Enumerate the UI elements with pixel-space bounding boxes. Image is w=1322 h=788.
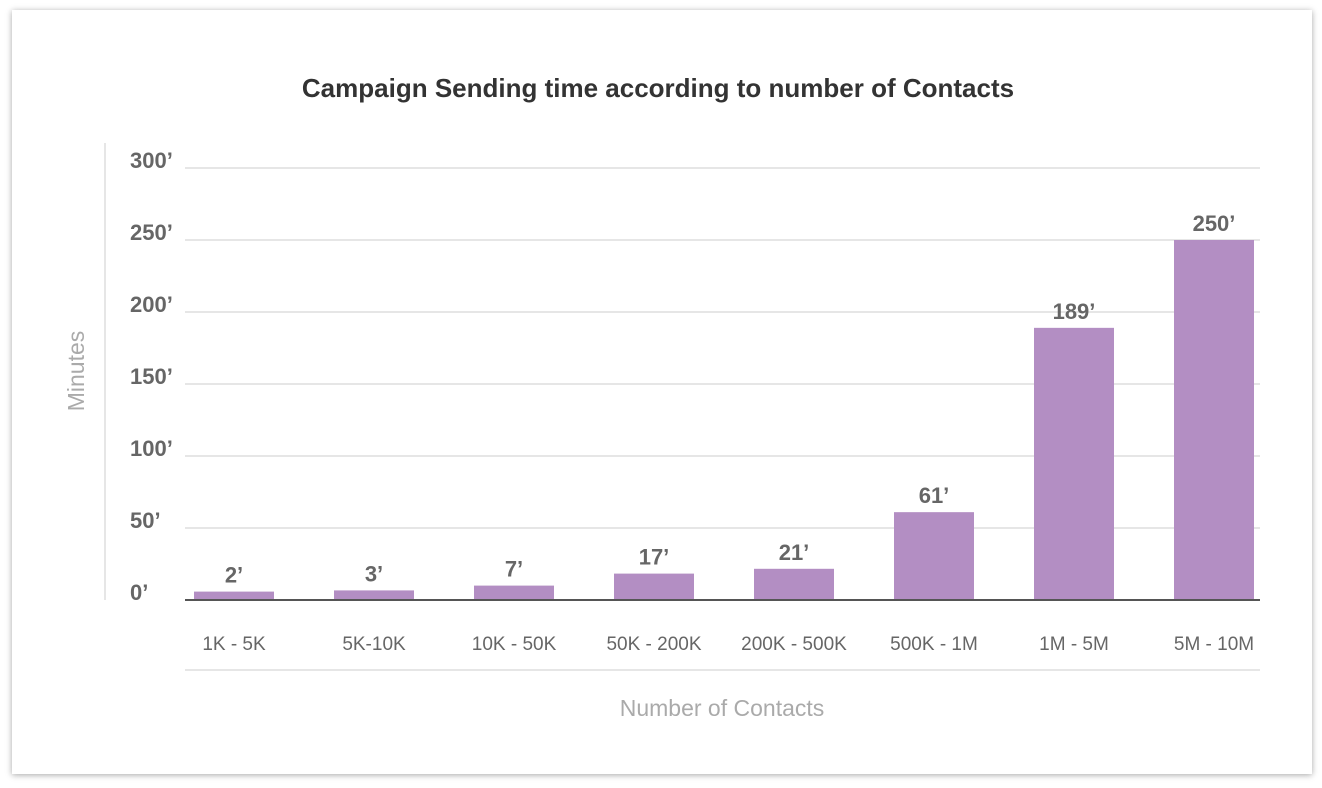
y-tick-label: 100’ — [130, 436, 173, 461]
x-tick-label: 10K - 50K — [472, 634, 557, 655]
x-tick-label: 5K-10K — [342, 634, 406, 655]
bar-value-label: 189’ — [1053, 299, 1096, 324]
bar-value-label: 7’ — [505, 557, 523, 582]
bar-value-label: 2’ — [225, 563, 243, 588]
y-tick-label: 150’ — [130, 364, 173, 389]
x-tick-label: 1K - 5K — [202, 634, 266, 655]
y-axis-label: Minutes — [63, 331, 89, 412]
y-tick-label: 50’ — [130, 508, 161, 533]
bar-value-label: 21’ — [779, 540, 810, 565]
bar-value-label: 3’ — [365, 561, 383, 586]
x-axis-label: Number of Contacts — [620, 695, 825, 721]
bar-value-label: 61’ — [919, 483, 950, 508]
bar — [194, 591, 274, 600]
bar — [334, 590, 414, 600]
x-tick-label: 500K - 1M — [890, 634, 978, 655]
bar — [474, 585, 554, 600]
bar — [894, 512, 974, 600]
x-tick-label: 1M - 5M — [1039, 634, 1109, 655]
bar — [614, 573, 694, 600]
y-tick-label: 0’ — [130, 580, 148, 605]
bar-value-label: 250’ — [1193, 211, 1236, 236]
chart-title: Campaign Sending time according to numbe… — [302, 73, 1014, 103]
x-tick-label: 5M - 10M — [1174, 634, 1254, 655]
bar-value-label: 17’ — [639, 545, 670, 570]
y-tick-label: 200’ — [130, 292, 173, 317]
bar — [1174, 240, 1254, 600]
x-tick-label: 50K - 200K — [606, 634, 701, 655]
x-tick-label: 200K - 500K — [741, 634, 847, 655]
y-tick-label: 300’ — [130, 148, 173, 173]
bar — [1034, 327, 1114, 600]
y-tick-label: 250’ — [130, 220, 173, 245]
bar — [754, 568, 834, 600]
